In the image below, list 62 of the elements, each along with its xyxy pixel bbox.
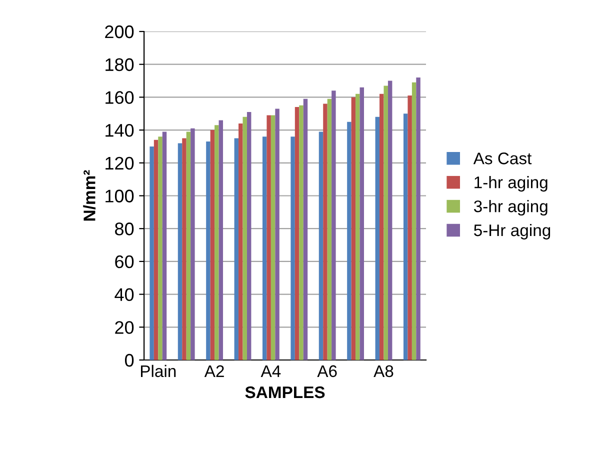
x-tick-label: A4 bbox=[260, 365, 281, 377]
y-tick-label: 20 bbox=[115, 321, 134, 334]
bar bbox=[242, 116, 247, 360]
bar bbox=[190, 128, 195, 360]
bar bbox=[182, 138, 186, 360]
bar bbox=[408, 96, 412, 360]
bar bbox=[403, 114, 408, 360]
y-tick-label: 180 bbox=[106, 58, 134, 72]
bar bbox=[290, 136, 295, 360]
x-axis-title: SAMPLES bbox=[245, 386, 325, 398]
bar bbox=[294, 107, 300, 360]
bar bbox=[158, 136, 162, 360]
y-tick-label: 0 bbox=[124, 354, 134, 367]
bar bbox=[238, 123, 243, 360]
bar bbox=[162, 132, 167, 360]
bar bbox=[303, 98, 308, 360]
legend-label: 1-hr aging bbox=[474, 176, 548, 192]
bar bbox=[327, 98, 332, 360]
bar bbox=[210, 130, 215, 360]
bar bbox=[266, 115, 271, 360]
x-tick-label: Plain bbox=[140, 364, 176, 378]
bar bbox=[323, 104, 328, 360]
bar bbox=[347, 122, 352, 360]
bar bbox=[154, 140, 158, 360]
y-tick-label: 80 bbox=[115, 222, 134, 236]
bar bbox=[360, 87, 364, 360]
y-axis-title: N/mm² bbox=[83, 170, 96, 221]
bar bbox=[299, 105, 304, 360]
y-tick-label: 140 bbox=[106, 124, 134, 137]
y-tick-label: 40 bbox=[114, 288, 134, 302]
bar bbox=[318, 132, 324, 360]
bar bbox=[384, 86, 388, 360]
bar bbox=[388, 80, 392, 360]
bar bbox=[416, 77, 420, 360]
y-tick-label: 60 bbox=[115, 255, 134, 268]
y-tick-label: 200 bbox=[105, 25, 134, 38]
bar bbox=[356, 94, 360, 360]
x-tick-label: A8 bbox=[374, 365, 394, 378]
bar bbox=[270, 115, 276, 360]
bar bbox=[178, 143, 182, 360]
bar bbox=[206, 142, 210, 360]
x-tick-label: A6 bbox=[317, 365, 337, 378]
bar bbox=[186, 132, 191, 360]
y-tick-label: 100 bbox=[106, 190, 134, 202]
bar bbox=[218, 120, 224, 360]
bar bbox=[412, 82, 416, 360]
bar bbox=[262, 136, 267, 360]
legend-label: As Cast bbox=[473, 152, 532, 164]
bar bbox=[214, 125, 219, 360]
legend-label: 3-hr aging bbox=[474, 200, 548, 216]
bar bbox=[150, 146, 154, 360]
bar bbox=[351, 97, 356, 360]
y-tick-label: 160 bbox=[106, 91, 134, 104]
bar bbox=[375, 116, 380, 360]
y-tick-label: 120 bbox=[106, 156, 134, 170]
bar bbox=[275, 108, 280, 360]
bar bbox=[234, 138, 239, 360]
bar bbox=[332, 90, 336, 360]
bar bbox=[380, 94, 384, 360]
x-tick-label: A2 bbox=[204, 365, 224, 377]
legend-label: 5-Hr aging bbox=[474, 224, 550, 240]
bar bbox=[246, 112, 252, 360]
